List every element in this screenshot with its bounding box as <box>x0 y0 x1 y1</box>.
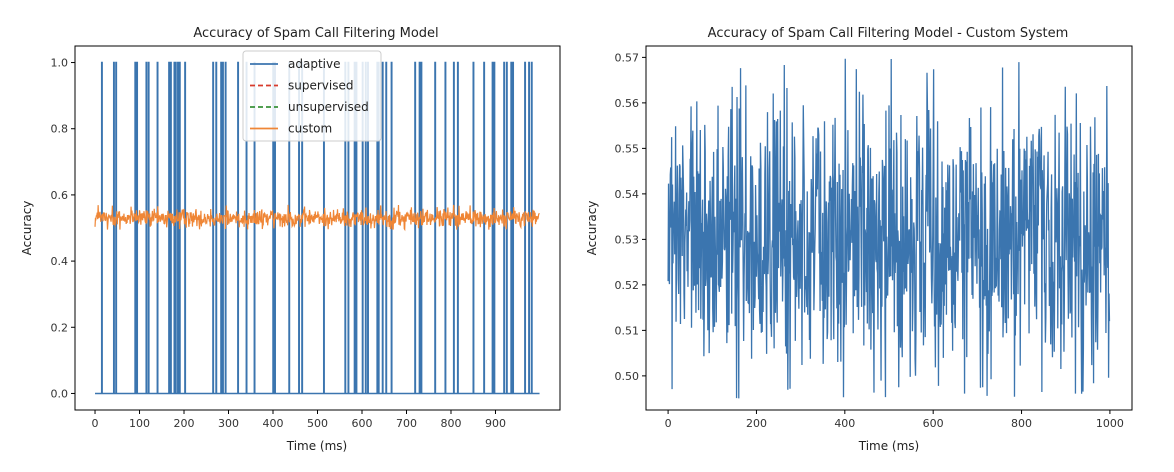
chart-left-legend: adaptive supervised unsupervised custom <box>242 50 382 142</box>
chart-right-y-tick-label: 0.57 <box>615 51 640 64</box>
series-custom-system-line <box>667 58 1111 399</box>
chart-right-y-tick-label: 0.50 <box>615 370 640 383</box>
chart-left-y-tick-label: 0.4 <box>51 255 69 268</box>
chart-right-y-tick-label: 0.54 <box>615 188 640 201</box>
chart-right-y-tick-label: 0.52 <box>615 279 640 292</box>
chart-right-y-tick-label: 0.51 <box>615 324 640 337</box>
chart-right-x-tick-label: 600 <box>923 417 944 430</box>
chart-left-y-tick-label: 0.0 <box>51 387 69 400</box>
chart-right-x-tick-label: 1000 <box>1096 417 1124 430</box>
series-custom-line <box>94 204 540 232</box>
chart-left-x-tick-label: 600 <box>351 417 372 430</box>
chart-left-y-tick-label: 1.0 <box>51 57 69 70</box>
chart-right-y-ticks: 0.50 0.51 0.52 0.53 0.54 0.55 0.56 0.57 <box>615 51 646 383</box>
chart-right-plot-area <box>667 58 1111 399</box>
chart-left-y-tick-label: 0.2 <box>51 321 69 334</box>
legend-box <box>242 50 382 142</box>
chart-left-x-tick-label: 700 <box>396 417 417 430</box>
legend-label-unsupervised: unsupervised <box>288 100 369 114</box>
chart-left-x-label: Time (ms) <box>286 439 348 453</box>
chart-left-x-ticks: 0 100 200 300 400 500 600 700 800 900 <box>92 410 506 430</box>
legend-label-supervised: supervised <box>288 79 353 93</box>
chart-left-y-label: Accuracy <box>20 201 34 256</box>
chart-right-x-label: Time (ms) <box>858 439 920 453</box>
chart-right-x-tick-label: 200 <box>746 417 767 430</box>
chart-right-y-tick-label: 0.55 <box>615 142 640 155</box>
legend-label-adaptive: adaptive <box>288 57 340 71</box>
chart-left-x-tick-label: 500 <box>307 417 328 430</box>
chart-right: Accuracy of Spam Call Filtering Model - … <box>585 26 1133 453</box>
chart-right-x-ticks: 0 200 400 600 800 1000 <box>665 410 1124 430</box>
chart-right-y-label: Accuracy <box>585 201 599 256</box>
legend-label-custom: custom <box>288 122 332 136</box>
chart-right-frame <box>645 45 1133 411</box>
chart-left-x-tick-label: 300 <box>218 417 239 430</box>
chart-left-y-ticks: 0.0 0.2 0.4 0.6 0.8 1.0 <box>51 57 75 400</box>
chart-left-y-tick-label: 0.8 <box>51 123 69 136</box>
chart-right-y-tick-label: 0.53 <box>615 233 640 246</box>
chart-left-x-tick-label: 400 <box>263 417 284 430</box>
chart-right-y-tick-label: 0.56 <box>615 97 640 110</box>
chart-right-x-tick-label: 0 <box>665 417 672 430</box>
chart-right-x-tick-label: 400 <box>834 417 855 430</box>
chart-left-y-tick-label: 0.6 <box>51 189 69 202</box>
chart-left-x-tick-label: 800 <box>440 417 461 430</box>
chart-left: Accuracy of Spam Call Filtering Model 0 1… <box>20 26 561 453</box>
chart-right-x-tick-label: 800 <box>1011 417 1032 430</box>
chart-left-x-tick-label: 200 <box>174 417 195 430</box>
chart-left-title: Accuracy of Spam Call Filtering Model <box>193 26 438 41</box>
chart-left-x-tick-label: 900 <box>485 417 506 430</box>
chart-right-title: Accuracy of Spam Call Filtering Model - … <box>708 26 1069 41</box>
chart-left-x-tick-label: 0 <box>92 417 99 430</box>
chart-left-x-tick-label: 100 <box>129 417 150 430</box>
